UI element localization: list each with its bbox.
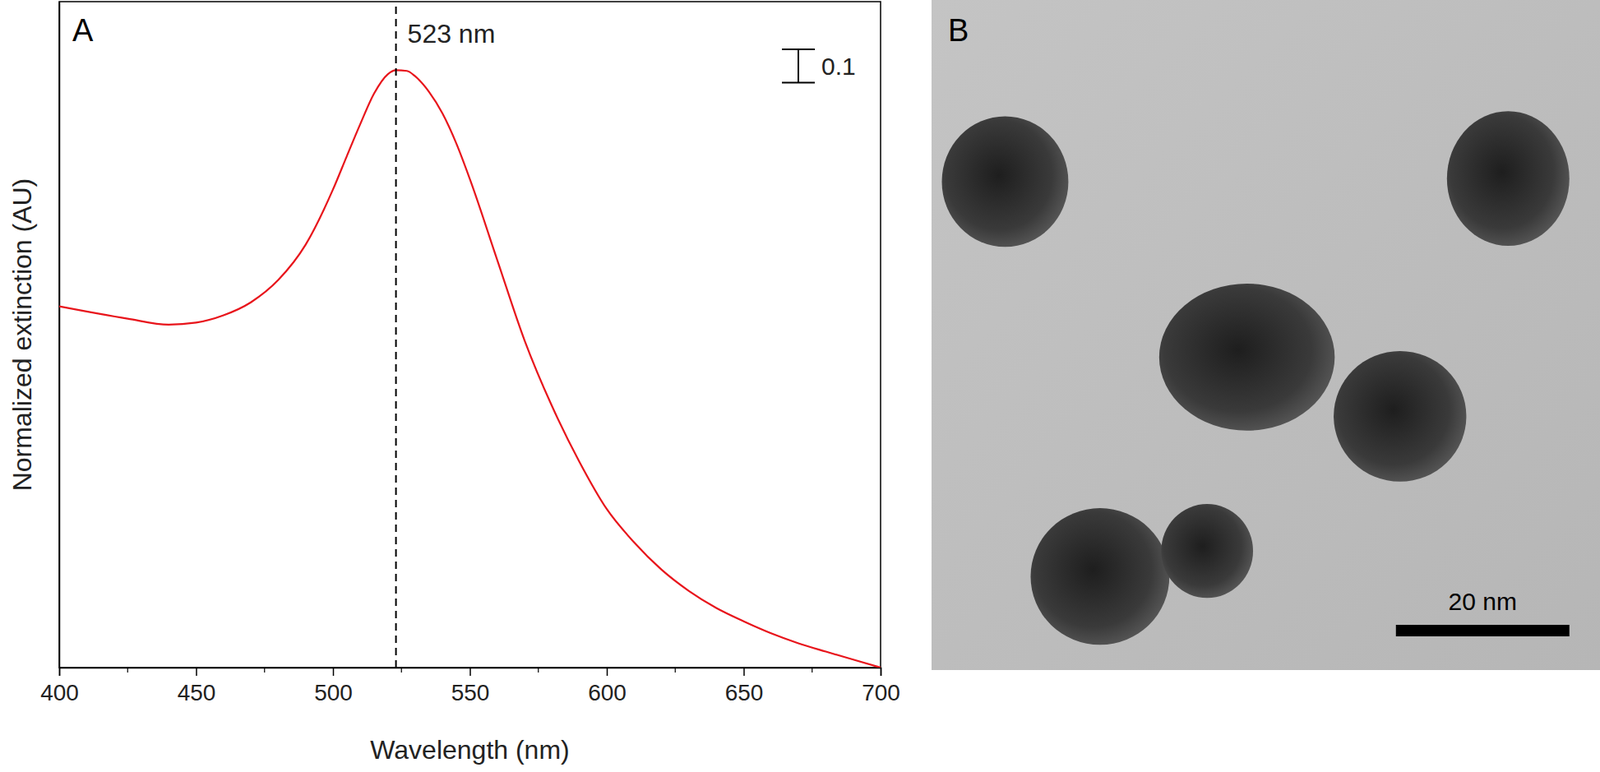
plot-area [59,1,881,668]
x-minor-tick [127,667,129,673]
x-minor-tick [537,667,539,673]
x-tick-label: 400 [40,679,79,706]
x-tick-label: 600 [587,679,627,706]
x-tick-mark [332,667,335,676]
x-tick: 400 [40,667,79,706]
y-axis-title: Normalized extinction (AU) [7,178,37,492]
scale-bar-label: 0.1 [821,52,856,80]
panel-label: A [72,13,94,48]
x-tick-mark [880,667,883,676]
x-tick-label: 500 [314,679,353,706]
x-tick-mark [195,667,198,676]
scale-bar-line [797,49,800,84]
nanoparticle [1160,504,1254,598]
nanoparticle [1333,351,1466,482]
x-tick: 700 [861,667,901,706]
nanoparticle [1447,110,1570,246]
tem-background [931,0,1600,671]
x-tick-label: 550 [451,679,491,706]
peak-marker [395,1,398,668]
nanoparticle [1159,283,1335,431]
x-tick: 550 [451,667,491,706]
x-tick: 450 [177,667,217,706]
x-tick-label: 650 [725,679,764,706]
x-axis: 400 450 500 550 600 650 700 [40,667,901,706]
x-tick-mark [469,667,472,676]
x-axis-title: Wavelength (nm) [369,735,569,765]
x-minor-tick [811,667,813,673]
peak-label: 523 nm [407,18,496,49]
x-tick-mark [743,667,745,676]
scale-bar-line [781,48,815,51]
x-tick-label: 450 [177,679,217,706]
nanoparticle [942,115,1069,247]
plot-frame [59,1,881,668]
x-minor-ticks [127,667,813,673]
y-scale-bar [781,49,815,84]
tem-scale-label: 20 nm [1448,587,1517,616]
x-minor-tick [675,667,676,673]
tem-scale-bar [1396,624,1570,637]
scale-bar-line [781,82,815,84]
x-axis-line [60,668,882,677]
x-minor-tick [401,667,403,673]
x-tick-mark [606,667,609,676]
x-tick: 600 [587,667,627,706]
tem-image [931,0,1600,671]
y-axis [59,2,61,669]
x-tick: 650 [725,667,764,706]
y-axis-line [59,2,61,669]
x-tick-label: 700 [861,679,901,706]
panel-label: B [947,13,969,48]
spectrum-line [59,69,881,668]
x-tick: 500 [314,667,353,706]
x-minor-tick [263,667,265,673]
x-tick-mark [59,667,61,676]
nanoparticle [1030,508,1170,645]
